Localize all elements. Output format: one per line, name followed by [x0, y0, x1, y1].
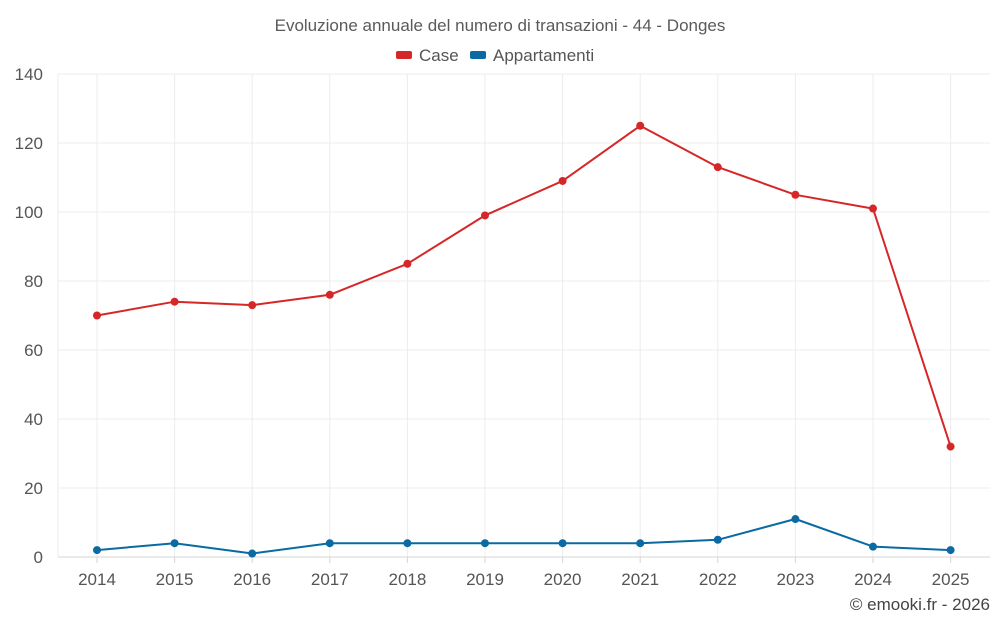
- x-tick-label: 2019: [466, 570, 504, 589]
- x-tick-label: 2025: [932, 570, 970, 589]
- data-point-appartamenti-2025[interactable]: [946, 546, 955, 555]
- data-point-case-2024[interactable]: [869, 204, 877, 213]
- data-point-case-2023[interactable]: [791, 190, 800, 199]
- data-point-case-2016[interactable]: [248, 301, 257, 310]
- x-tick-label: 2020: [544, 570, 582, 589]
- data-point-appartamenti-2017[interactable]: [325, 539, 334, 548]
- legend-label-case: Case: [419, 46, 459, 65]
- x-tick-label: 2023: [776, 570, 814, 589]
- data-point-appartamenti-2018[interactable]: [403, 539, 412, 548]
- y-tick-label: 80: [24, 272, 43, 291]
- data-point-case-2022[interactable]: [713, 163, 722, 172]
- y-tick-label: 140: [15, 65, 43, 84]
- series-line-appartamenti: [96, 518, 951, 555]
- legend-swatch-case: [396, 51, 412, 59]
- data-point-appartamenti-2014[interactable]: [93, 546, 101, 555]
- legend-item-appartamenti[interactable]: Appartamenti: [470, 46, 594, 65]
- data-point-appartamenti-2024[interactable]: [869, 542, 877, 551]
- data-point-case-2020[interactable]: [558, 176, 567, 185]
- data-point-case-2014[interactable]: [93, 311, 101, 320]
- data-point-appartamenti-2020[interactable]: [558, 539, 567, 548]
- chart-title: Evoluzione annuale del numero di transaz…: [275, 16, 726, 35]
- gridlines: [58, 73, 990, 557]
- legend-swatch-appartamenti: [470, 51, 486, 59]
- data-point-case-2021[interactable]: [636, 121, 645, 130]
- x-tick-label: 2015: [156, 570, 194, 589]
- legend-label-appartamenti: Appartamenti: [493, 46, 594, 65]
- y-tick-label: 0: [34, 548, 43, 567]
- x-tick-label: 2017: [311, 570, 349, 589]
- legend-item-case[interactable]: Case: [396, 46, 459, 65]
- data-point-case-2019[interactable]: [481, 211, 489, 220]
- x-tick-label: 2021: [621, 570, 659, 589]
- y-tick-label: 100: [15, 203, 43, 222]
- data-point-appartamenti-2019[interactable]: [481, 539, 489, 548]
- y-tick-label: 20: [24, 479, 43, 498]
- y-tick-label: 60: [24, 341, 43, 360]
- data-point-case-2025[interactable]: [946, 442, 955, 451]
- axes: 0 20 40 60 80 100 120 140 2014 2015 2016 2017 2018 20…: [15, 65, 990, 589]
- data-point-case-2018[interactable]: [403, 259, 412, 268]
- y-tick-label: 40: [24, 410, 43, 429]
- x-tick-label: 2016: [233, 570, 271, 589]
- series-line-case: [96, 124, 952, 447]
- data-point-appartamenti-2016[interactable]: [248, 549, 257, 558]
- data-point-appartamenti-2023[interactable]: [791, 515, 800, 524]
- data-point-case-2017[interactable]: [325, 290, 334, 299]
- x-tick-label: 2022: [699, 570, 737, 589]
- series-lines: [93, 121, 955, 558]
- y-tick-label: 120: [15, 134, 43, 153]
- x-tick-label: 2024: [854, 570, 892, 589]
- credit-text: © emooki.fr - 2026: [850, 595, 990, 614]
- x-tick-label: 2014: [78, 570, 116, 589]
- data-point-appartamenti-2021[interactable]: [636, 539, 645, 548]
- data-point-case-2015[interactable]: [170, 297, 179, 306]
- legend: Case Appartamenti: [396, 46, 594, 65]
- x-tick-label: 2018: [388, 570, 426, 589]
- data-point-appartamenti-2022[interactable]: [713, 535, 722, 544]
- data-point-appartamenti-2015[interactable]: [170, 539, 179, 548]
